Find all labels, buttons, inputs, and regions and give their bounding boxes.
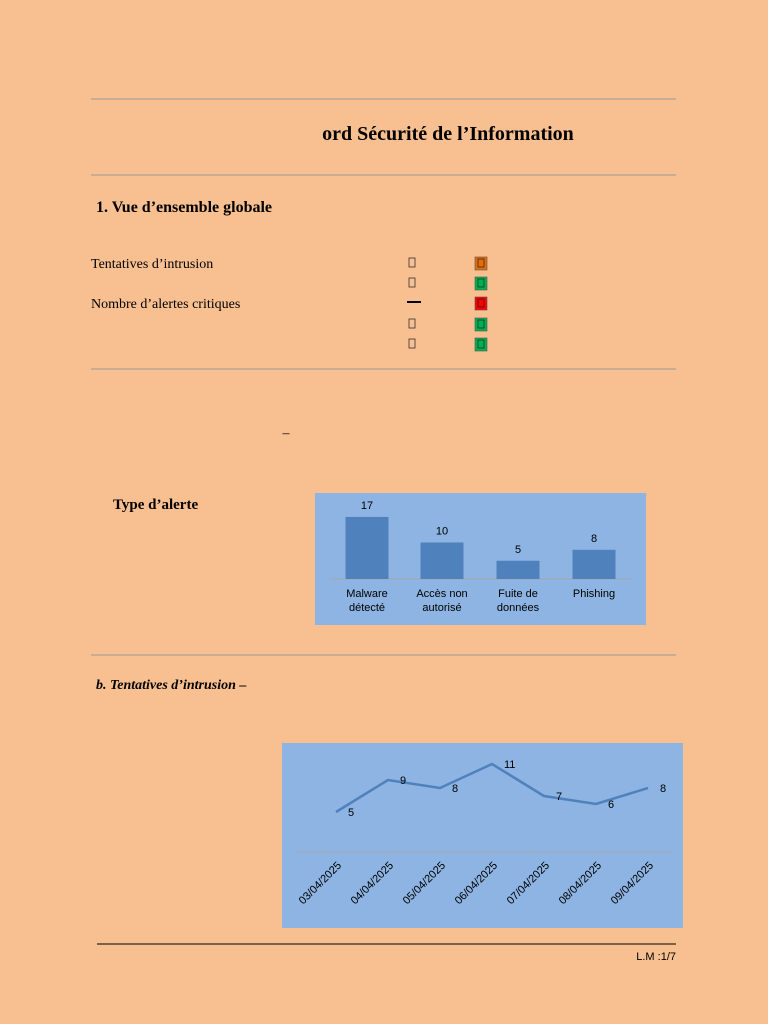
status-glyph xyxy=(477,298,485,308)
category-label: Accès non autorisé xyxy=(416,588,468,614)
status-glyph xyxy=(477,319,485,329)
icon xyxy=(408,257,416,268)
section-heading: b. Tentatives d’intrusion – xyxy=(96,678,246,693)
bar xyxy=(420,542,464,579)
dash: – xyxy=(282,426,291,441)
icon xyxy=(408,338,416,349)
data-label: 8 xyxy=(660,783,666,795)
data-label: 10 xyxy=(436,526,448,538)
status-glyph xyxy=(477,258,485,268)
row-label: Tentatives d’intrusion xyxy=(91,257,213,272)
data-label: 17 xyxy=(361,500,373,512)
status-glyph xyxy=(477,339,485,349)
data-label: 8 xyxy=(452,783,458,795)
icons xyxy=(407,257,421,349)
section-heading: 1. Vue d’ensemble globale xyxy=(96,199,272,216)
icon xyxy=(408,318,416,329)
row-label: Nombre d’alertes critiques xyxy=(91,297,240,312)
data-label: 11 xyxy=(504,759,515,771)
status-glyph xyxy=(477,278,485,288)
data-label: 9 xyxy=(400,775,406,787)
data-label: 8 xyxy=(591,533,597,545)
bar xyxy=(572,549,616,579)
bar xyxy=(345,516,389,579)
page-number: L.M :1/7 xyxy=(636,951,676,963)
chart-label: Type d’alerte xyxy=(113,497,198,513)
bar xyxy=(496,560,540,579)
data-label: 7 xyxy=(556,791,562,803)
data-label: 5 xyxy=(348,807,354,819)
separators xyxy=(91,98,676,656)
category-label: Malware détecté xyxy=(346,588,388,614)
icon xyxy=(408,277,416,288)
chart-area xyxy=(282,743,683,928)
title: ord Sécurité de l’Information xyxy=(322,123,574,145)
category-label: Fuite de données xyxy=(496,588,540,614)
category-label: Phishing xyxy=(572,588,616,600)
data-label: 5 xyxy=(515,544,521,556)
line-series xyxy=(335,762,649,814)
data-label: 6 xyxy=(608,799,614,811)
